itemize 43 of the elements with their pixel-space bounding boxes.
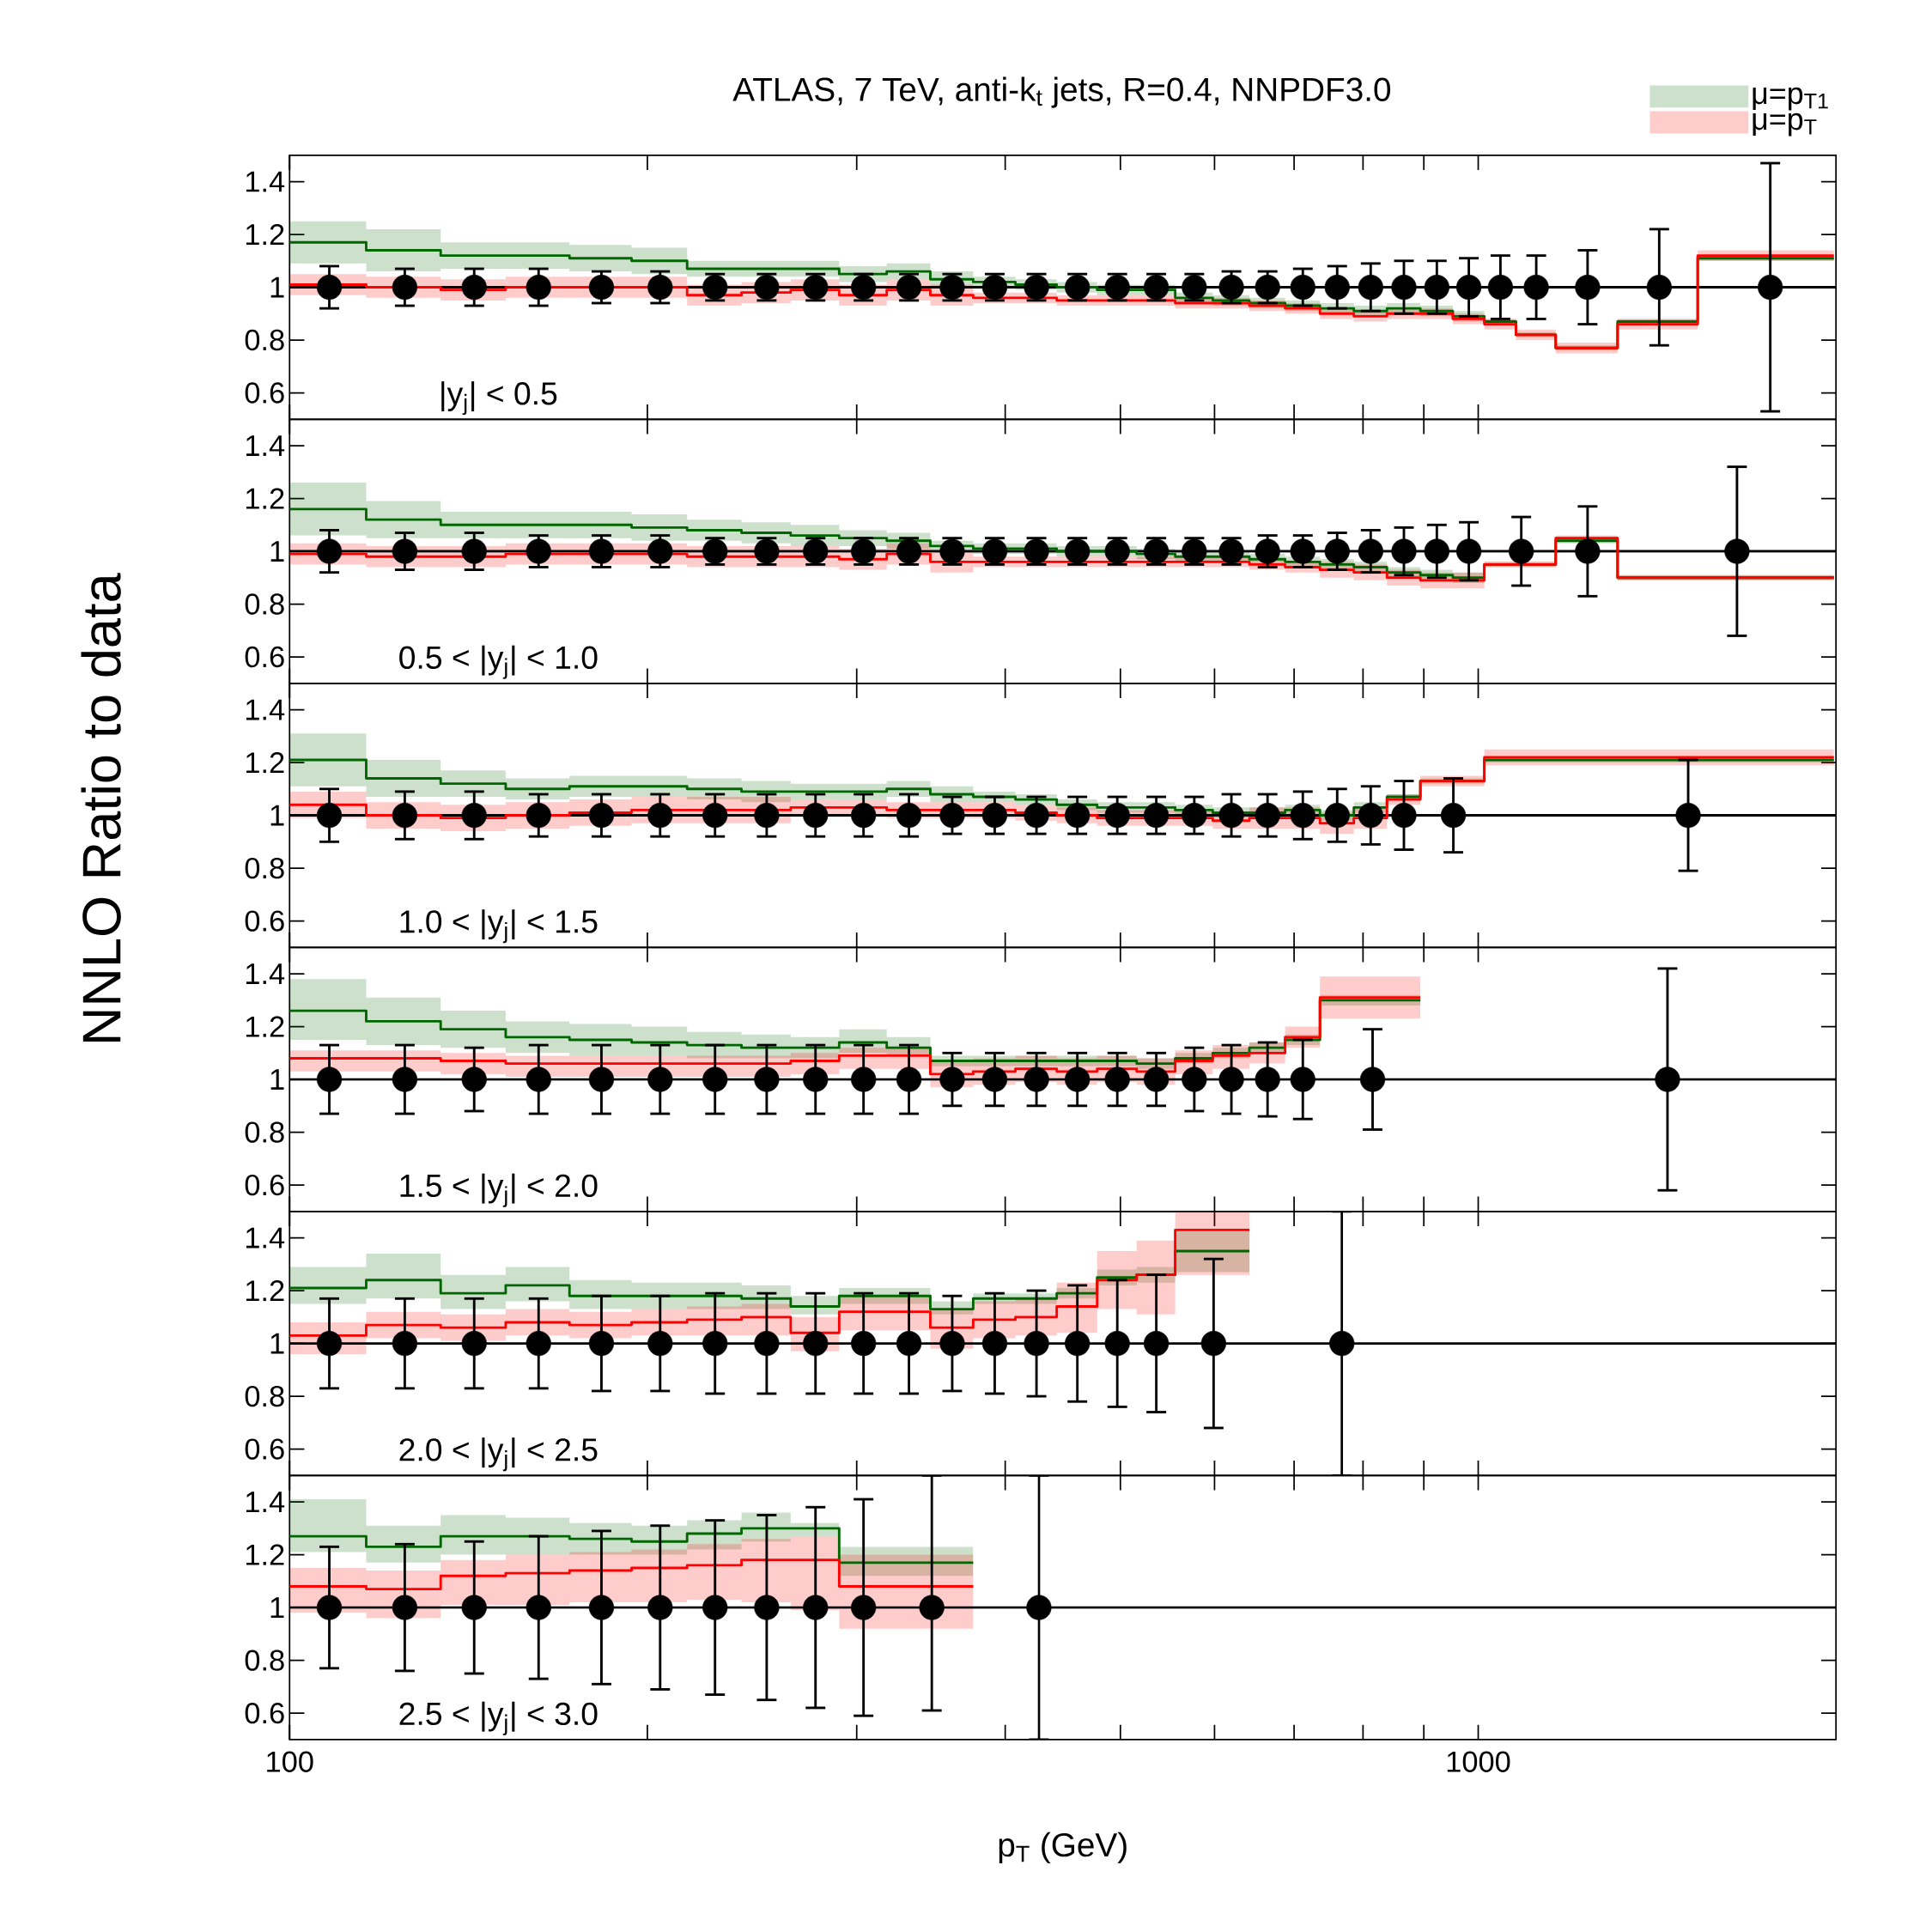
annotation: 0.5 < |y$_{j}$| < 1.0	[399, 645, 598, 679]
annotation: 1.0 < |y$_{j}$| < 1.5	[400, 909, 598, 944]
y-tick-label: 0.8	[245, 1385, 284, 1407]
annotation: 2.5 < |y$_{j}$| < 3.0	[399, 1701, 598, 1735]
y-tick-label: 0.6	[245, 1438, 284, 1460]
y-tick-label: 0.8	[245, 329, 284, 351]
y-tick-label: 1.2	[246, 1280, 284, 1302]
y-tick-label: 1.4	[246, 699, 285, 720]
y-tick-label: 0.8	[245, 1649, 284, 1671]
y-tick-label: 0.6	[245, 1174, 284, 1196]
y-tick-label: 1	[270, 1069, 284, 1090]
x-tick-label: 1000	[1447, 1751, 1510, 1772]
annotation: |y$_{j}$| < 0.5	[441, 381, 557, 416]
y-tick-label: 1.4	[246, 435, 285, 456]
y-tick-label: 1	[270, 541, 284, 562]
y-tick-label: 0.6	[245, 646, 284, 668]
legend-label: μ=p$_{T1}$	[1753, 87, 1828, 111]
y-tick-label: 1	[270, 1597, 284, 1618]
y-tick-label: 0.8	[245, 593, 284, 615]
y-tick-label: 0.8	[245, 857, 284, 879]
y-tick-label: 1.4	[246, 1227, 285, 1249]
x-tick-label: 100	[267, 1751, 313, 1772]
annotation: 1.5 < |y$_{j}$| < 2.0	[400, 1173, 598, 1207]
y-tick-label: 1.4	[246, 171, 285, 192]
y-tick-label: 1	[270, 1333, 284, 1354]
y-tick-label: 0.6	[245, 910, 284, 932]
y-tick-label: 1.4	[246, 963, 285, 984]
y-tick-label: 1.2	[246, 752, 284, 774]
y-tick-label: 0.6	[245, 1702, 284, 1724]
y-tick-label: 0.6	[245, 382, 284, 404]
y-tick-label: 1.4	[246, 1492, 285, 1512]
y-tick-label: 0.8	[245, 1121, 284, 1143]
y-tick-label: 1	[270, 276, 284, 298]
legend-label: μ=p$_{T}$	[1753, 112, 1817, 137]
y-tick-label: 1	[270, 805, 284, 826]
y-tick-label: 1.2	[246, 1544, 284, 1565]
y-tick-label: 1.2	[246, 488, 284, 509]
x-axis-title: p$_{T}$ (GeV)	[999, 1832, 1127, 1863]
y-axis-title: NNLO Ratio to data	[81, 573, 121, 1042]
y-tick-label: 1.2	[246, 1016, 284, 1037]
y-tick-label: 1.2	[246, 224, 284, 246]
annotation: 2.0 < |y$_{j}$| < 2.5	[399, 1437, 598, 1472]
chart-title: ATLAS, 7 TeV, anti-k$_{t}$ jets, R=0.4, NNPDF3.0	[732, 76, 1391, 108]
